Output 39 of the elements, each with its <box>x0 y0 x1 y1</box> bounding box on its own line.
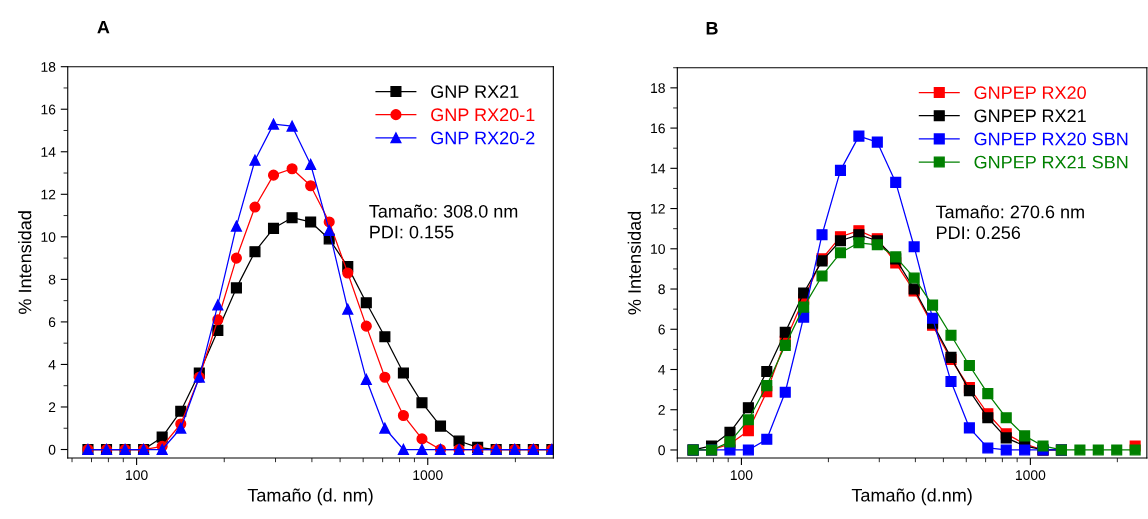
y-tick-label: 4 <box>48 359 56 370</box>
y-tick-label: 4 <box>658 364 666 375</box>
y-tick-label: 18 <box>41 62 56 72</box>
legend-label: GNP RX20-2 <box>431 131 535 145</box>
legend-label: GNP RX20-1 <box>431 108 535 122</box>
y-tick-label: 6 <box>658 324 665 335</box>
legend-label: GNPEP RX20 SBN <box>974 132 1128 146</box>
y-axis-title: % Intensidad <box>627 211 641 315</box>
y-tick-label: 14 <box>41 147 56 157</box>
y-tick-label: 10 <box>41 232 56 242</box>
y-tick-label: 8 <box>658 284 665 295</box>
y-tick-label: 10 <box>651 244 665 254</box>
y-tick-label: 12 <box>41 189 56 200</box>
x-tick-label: 100 <box>126 470 148 481</box>
legend-label: GNPEP RX20 <box>974 86 1086 100</box>
y-tick-label: 0 <box>658 445 665 456</box>
y-tick-label: 6 <box>48 317 56 328</box>
y-tick-label: 16 <box>41 104 56 115</box>
y-tick-label: 2 <box>48 402 56 413</box>
y-tick-label: 18 <box>651 83 665 94</box>
y-tick-label: 16 <box>651 123 665 134</box>
legend-label: GNPEP RX21 SBN <box>974 155 1128 169</box>
annotation: Tamaño: 270.6 nm PDI: 0.256 <box>935 205 1084 240</box>
y-axis-title: % Intensidad <box>18 211 32 314</box>
x-tick-label: 1000 <box>1015 470 1046 481</box>
x-axis-title: Tamaño (d.nm) <box>851 488 972 506</box>
x-axis-title: Tamaño (d. nm) <box>247 488 373 506</box>
annotation: Tamaño: 308.0 nm PDI: 0.155 <box>369 204 518 239</box>
y-tick-label: 0 <box>48 444 56 455</box>
x-tick-label: 100 <box>730 470 753 481</box>
y-tick-label: 12 <box>651 203 665 214</box>
x-tick-label: 1000 <box>413 470 443 481</box>
legend-label: GNPEP RX21 <box>974 109 1086 123</box>
chart-title: A <box>97 20 110 34</box>
y-tick-label: 8 <box>48 274 56 285</box>
chart-title: B <box>706 21 718 35</box>
y-tick-label: 14 <box>651 163 666 174</box>
y-tick-label: 2 <box>658 405 665 415</box>
legend-label: GNP RX21 <box>431 85 519 99</box>
